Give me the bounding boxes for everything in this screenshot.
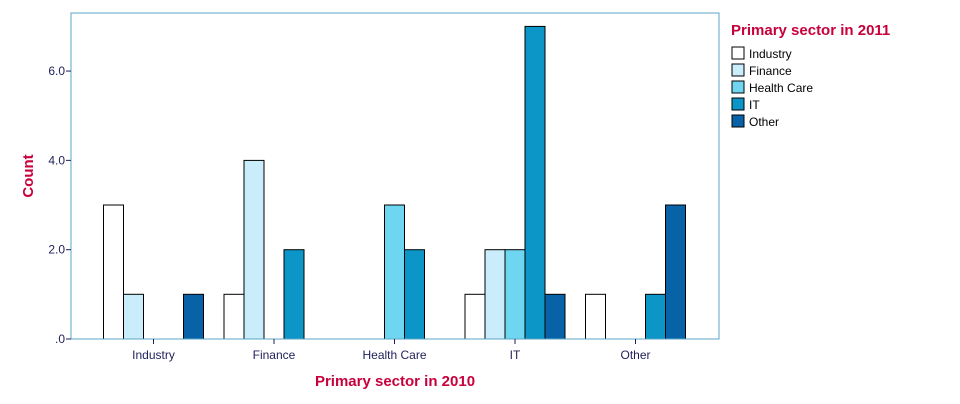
bar-it-health-care	[504, 249, 526, 340]
bar-it-other	[544, 293, 566, 340]
legend-label: Other	[749, 115, 779, 129]
bar-it-industry	[464, 293, 486, 340]
y-tick-label: 6.0	[48, 64, 65, 78]
x-axis: Industry Finance Health Care IT Other	[132, 339, 651, 362]
legend-title: Primary sector in 2011	[731, 22, 890, 39]
bar-industry-industry	[103, 204, 124, 340]
y-axis-title: Count	[20, 154, 37, 197]
bar-health-care-it	[404, 249, 425, 340]
legend-swatch-it	[731, 97, 745, 111]
bar-other-other	[665, 204, 686, 340]
bar-industry-finance	[123, 293, 144, 340]
x-tick-label: Finance	[253, 348, 296, 362]
bar-health-care-health-care	[384, 204, 405, 340]
x-tick-label: Other	[620, 348, 650, 362]
legend-swatch-finance	[731, 63, 745, 77]
bar-finance-finance	[243, 159, 265, 340]
legend-label: Industry	[749, 47, 792, 61]
x-tick-label: Industry	[132, 348, 175, 362]
legend-label: IT	[749, 98, 760, 112]
bar-finance-it	[283, 249, 305, 340]
y-tick-label: 2.0	[48, 243, 65, 257]
bar-it-finance	[484, 249, 506, 340]
bar-other-industry	[585, 293, 606, 340]
legend: Industry Finance Health Care IT Other	[731, 46, 813, 129]
bars-group	[103, 25, 686, 340]
x-tick-label: Health Care	[362, 348, 426, 362]
y-axis: .0 2.0 4.0 6.0	[48, 64, 71, 346]
y-tick-label: 4.0	[48, 153, 65, 167]
legend-swatch-industry	[731, 46, 745, 60]
bar-it-it	[524, 25, 546, 340]
legend-label: Health Care	[749, 81, 813, 95]
legend-swatch-health-care	[731, 80, 745, 94]
legend-swatch-other	[731, 114, 745, 128]
bar-other-it	[645, 293, 666, 340]
x-tick-label: IT	[510, 348, 521, 362]
bar-finance-industry	[223, 293, 245, 340]
y-tick-label: .0	[55, 332, 65, 346]
bar-industry-other	[183, 293, 204, 340]
x-axis-title: Primary sector in 2010	[315, 373, 475, 390]
legend-label: Finance	[749, 64, 792, 78]
